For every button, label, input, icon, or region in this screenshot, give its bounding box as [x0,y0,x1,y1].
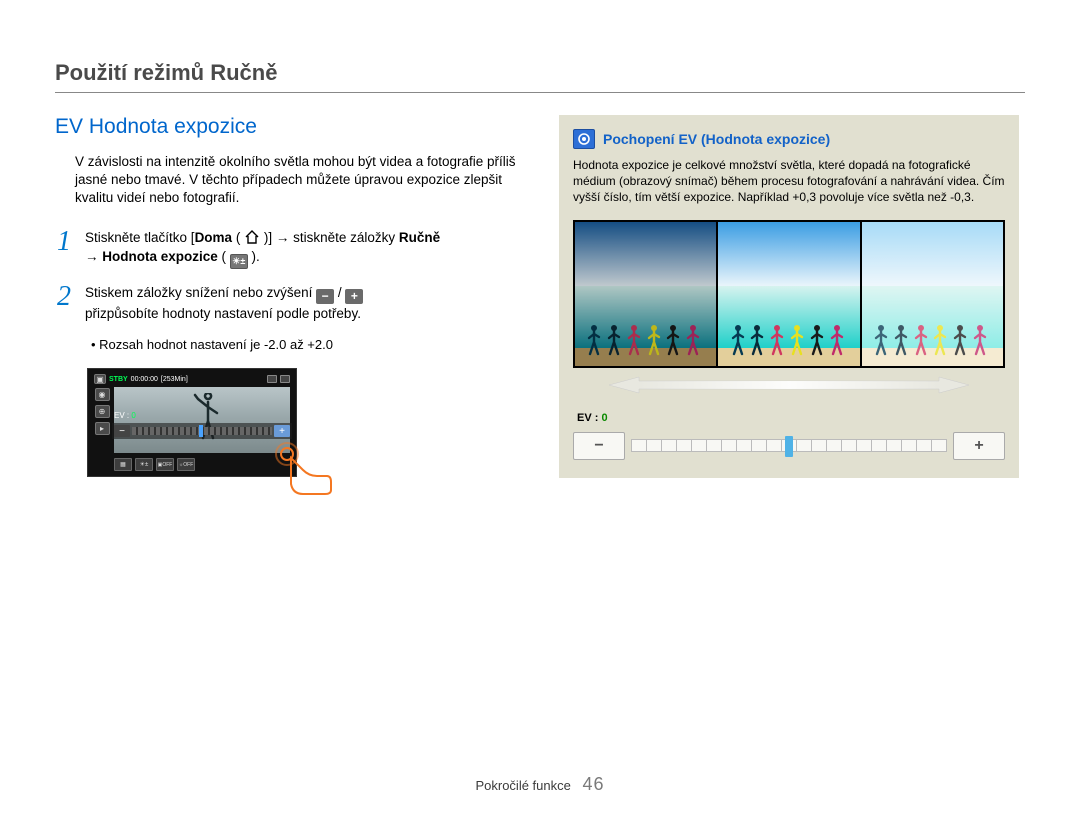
big-ev-slider: − + [573,432,1005,460]
step1-text: )] → stiskněte záložky [260,230,399,245]
info-title-row: Pochopení EV (Hodnota expozice) [573,129,1005,149]
timecode: 00:00:00 [131,376,158,383]
step2-text: přizpůsobíte hodnoty nastavení podle pot… [85,306,361,321]
photo-mode-icon[interactable]: ◉ [95,388,110,401]
big-minus-button[interactable]: − [573,432,625,460]
ev-big-readout: EV : 0 [573,412,1005,424]
focus-off-icon[interactable]: ▣OFF [156,458,174,471]
big-slider-track[interactable] [631,439,947,452]
ev-slider-row: − + [112,423,292,439]
wb-off-icon[interactable]: ☼OFF [177,458,195,471]
camera-preview [114,387,290,453]
ev-value-text: 0 [131,411,135,420]
zoom-icon[interactable]: ⊕ [95,405,110,418]
intro-paragraph: V závislosti na intenzitě okolního světl… [75,153,525,208]
camera-top-right-icons [267,375,290,383]
camera-left-icons: ◉ ⊕ ▸ [92,385,112,455]
step-number-2: 2 [57,283,85,323]
ev-big-label-text: EV : [577,412,598,424]
section-heading: EV Hodnota expozice [55,115,525,139]
camera-body: ◉ ⊕ ▸ [92,385,292,455]
page-title: Použití režimů Ručně [55,60,1025,93]
camera-bottom-icons: ▦ ☀± ▣OFF ☼OFF [92,455,292,472]
step1-text: ( [218,249,230,264]
ev-readout: EV : 0 [114,411,136,420]
card-icon [280,375,290,383]
menu-icon[interactable]: ▦ [114,458,132,471]
step2-text: Stiskem záložky snížení nebo zvýšení [85,285,316,300]
info-box-text: Hodnota expozice je celkové množství svě… [573,157,1005,206]
ev-label-text: EV : [114,411,129,420]
ev-big-label: EV : 0 [577,412,608,424]
step1-manual-label: Ručně [399,230,440,245]
step-2: 2 Stiskem záložky snížení nebo zvýšení −… [57,283,525,323]
triptych-panel-1 [718,222,859,366]
camera-screenshot: ▣ STBY 00:00:00 [253Min] ◉ ⊕ ▸ [87,368,297,477]
ev-icon: ☀± [230,254,248,269]
right-column: Pochopení EV (Hodnota expozice) Hodnota … [559,115,1019,478]
exposure-arrow [573,374,1005,396]
ev-plus-button[interactable]: + [274,425,290,437]
step-1-body: Stiskněte tlačítko [Doma ( )] → stisknět… [85,228,440,270]
video-mode-icon: ▣ [94,374,106,384]
info-box-title: Pochopení EV (Hodnota expozice) [603,131,830,147]
ev-minus-button[interactable]: − [114,425,130,437]
page-number: 46 [582,774,604,794]
battery-icon [267,375,277,383]
step1-ev-label: Hodnota expozice [102,249,218,264]
triptych-panel-2 [862,222,1003,366]
left-column: EV Hodnota expozice V závislosti na inte… [55,115,525,478]
step1-text: ( [232,230,244,245]
footer-section-label: Pokročilé funkce [475,778,570,793]
play-icon[interactable]: ▸ [95,422,110,435]
big-plus-button[interactable]: + [953,432,1005,460]
plus-icon: + [345,289,363,304]
step-2-body: Stiskem záložky snížení nebo zvýšení − /… [85,283,363,323]
step1-text: → [85,249,102,264]
range-bullet: Rozsah hodnot nastavení je -2.0 až +2.0 [91,337,525,352]
camera-top-status: ▣ STBY 00:00:00 [253Min] [92,373,292,385]
camera-frame: ▣ STBY 00:00:00 [253Min] ◉ ⊕ ▸ [87,368,297,477]
info-badge-icon [573,129,595,149]
minus-icon: − [316,289,334,304]
remaining-time: [253Min] [161,376,188,383]
exposure-triptych [573,220,1005,368]
step1-text: ). [248,249,260,264]
ev-big-value: 0 [601,412,607,424]
info-box: Pochopení EV (Hodnota expozice) Hodnota … [559,115,1019,478]
step2-text: / [334,285,345,300]
step-number-1: 1 [57,228,85,270]
stby-label: STBY [109,376,128,383]
triptych-panel-0 [575,222,716,366]
step1-text: Stiskněte tlačítko [ [85,230,195,245]
page-footer: Pokročilé funkce 46 [0,774,1080,795]
step-1: 1 Stiskněte tlačítko [Doma ( )] → stiskn… [57,228,525,270]
home-icon [244,230,260,244]
touch-finger-icon [273,440,333,495]
big-slider-handle[interactable] [785,436,793,457]
ev-mode-icon[interactable]: ☀± [135,458,153,471]
step1-home-label: Doma [195,230,233,245]
content-columns: EV Hodnota expozice V závislosti na inte… [55,115,1025,478]
ev-slider-handle[interactable] [199,425,203,437]
ev-slider-track[interactable] [132,427,272,435]
